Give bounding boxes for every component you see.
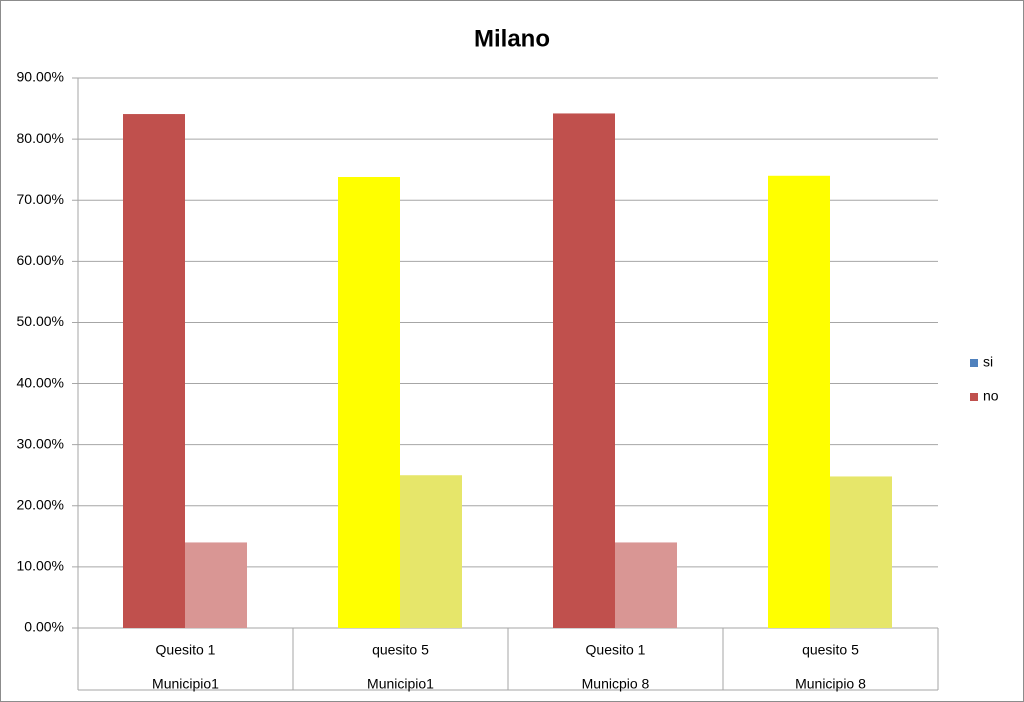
y-tick-label: 80.00%	[17, 130, 64, 146]
x-tick-label: quesito 5	[802, 642, 859, 658]
x-group-label: Municpio 8	[582, 676, 650, 692]
y-tick-label: 60.00%	[17, 252, 64, 268]
legend-label: no	[983, 388, 999, 404]
y-tick-label: 10.00%	[17, 558, 64, 574]
x-tick-label: quesito 5	[372, 642, 429, 658]
bar	[768, 175, 830, 628]
y-tick-label: 90.00%	[17, 69, 64, 85]
y-tick-label: 70.00%	[17, 191, 64, 207]
y-tick-label: 40.00%	[17, 374, 64, 390]
y-tick-label: 20.00%	[17, 496, 64, 512]
y-tick-label: 0.00%	[24, 619, 64, 635]
x-tick-label: Quesito 1	[586, 642, 646, 658]
bar	[615, 542, 677, 628]
bar	[185, 542, 247, 628]
bar	[553, 113, 615, 628]
x-group-label: Municipio1	[152, 676, 219, 692]
x-group-label: Municipio1	[367, 676, 434, 692]
legend-swatch	[970, 359, 978, 367]
chart-title: Milano	[474, 25, 550, 52]
bar	[830, 476, 892, 628]
bar	[338, 177, 400, 628]
legend-label: si	[983, 354, 993, 370]
x-group-label: Municipio 8	[795, 676, 866, 692]
y-tick-label: 50.00%	[17, 313, 64, 329]
y-tick-label: 30.00%	[17, 435, 64, 451]
legend-swatch	[970, 393, 978, 401]
x-tick-label: Quesito 1	[156, 642, 216, 658]
bar	[400, 475, 462, 628]
bar	[123, 114, 185, 629]
